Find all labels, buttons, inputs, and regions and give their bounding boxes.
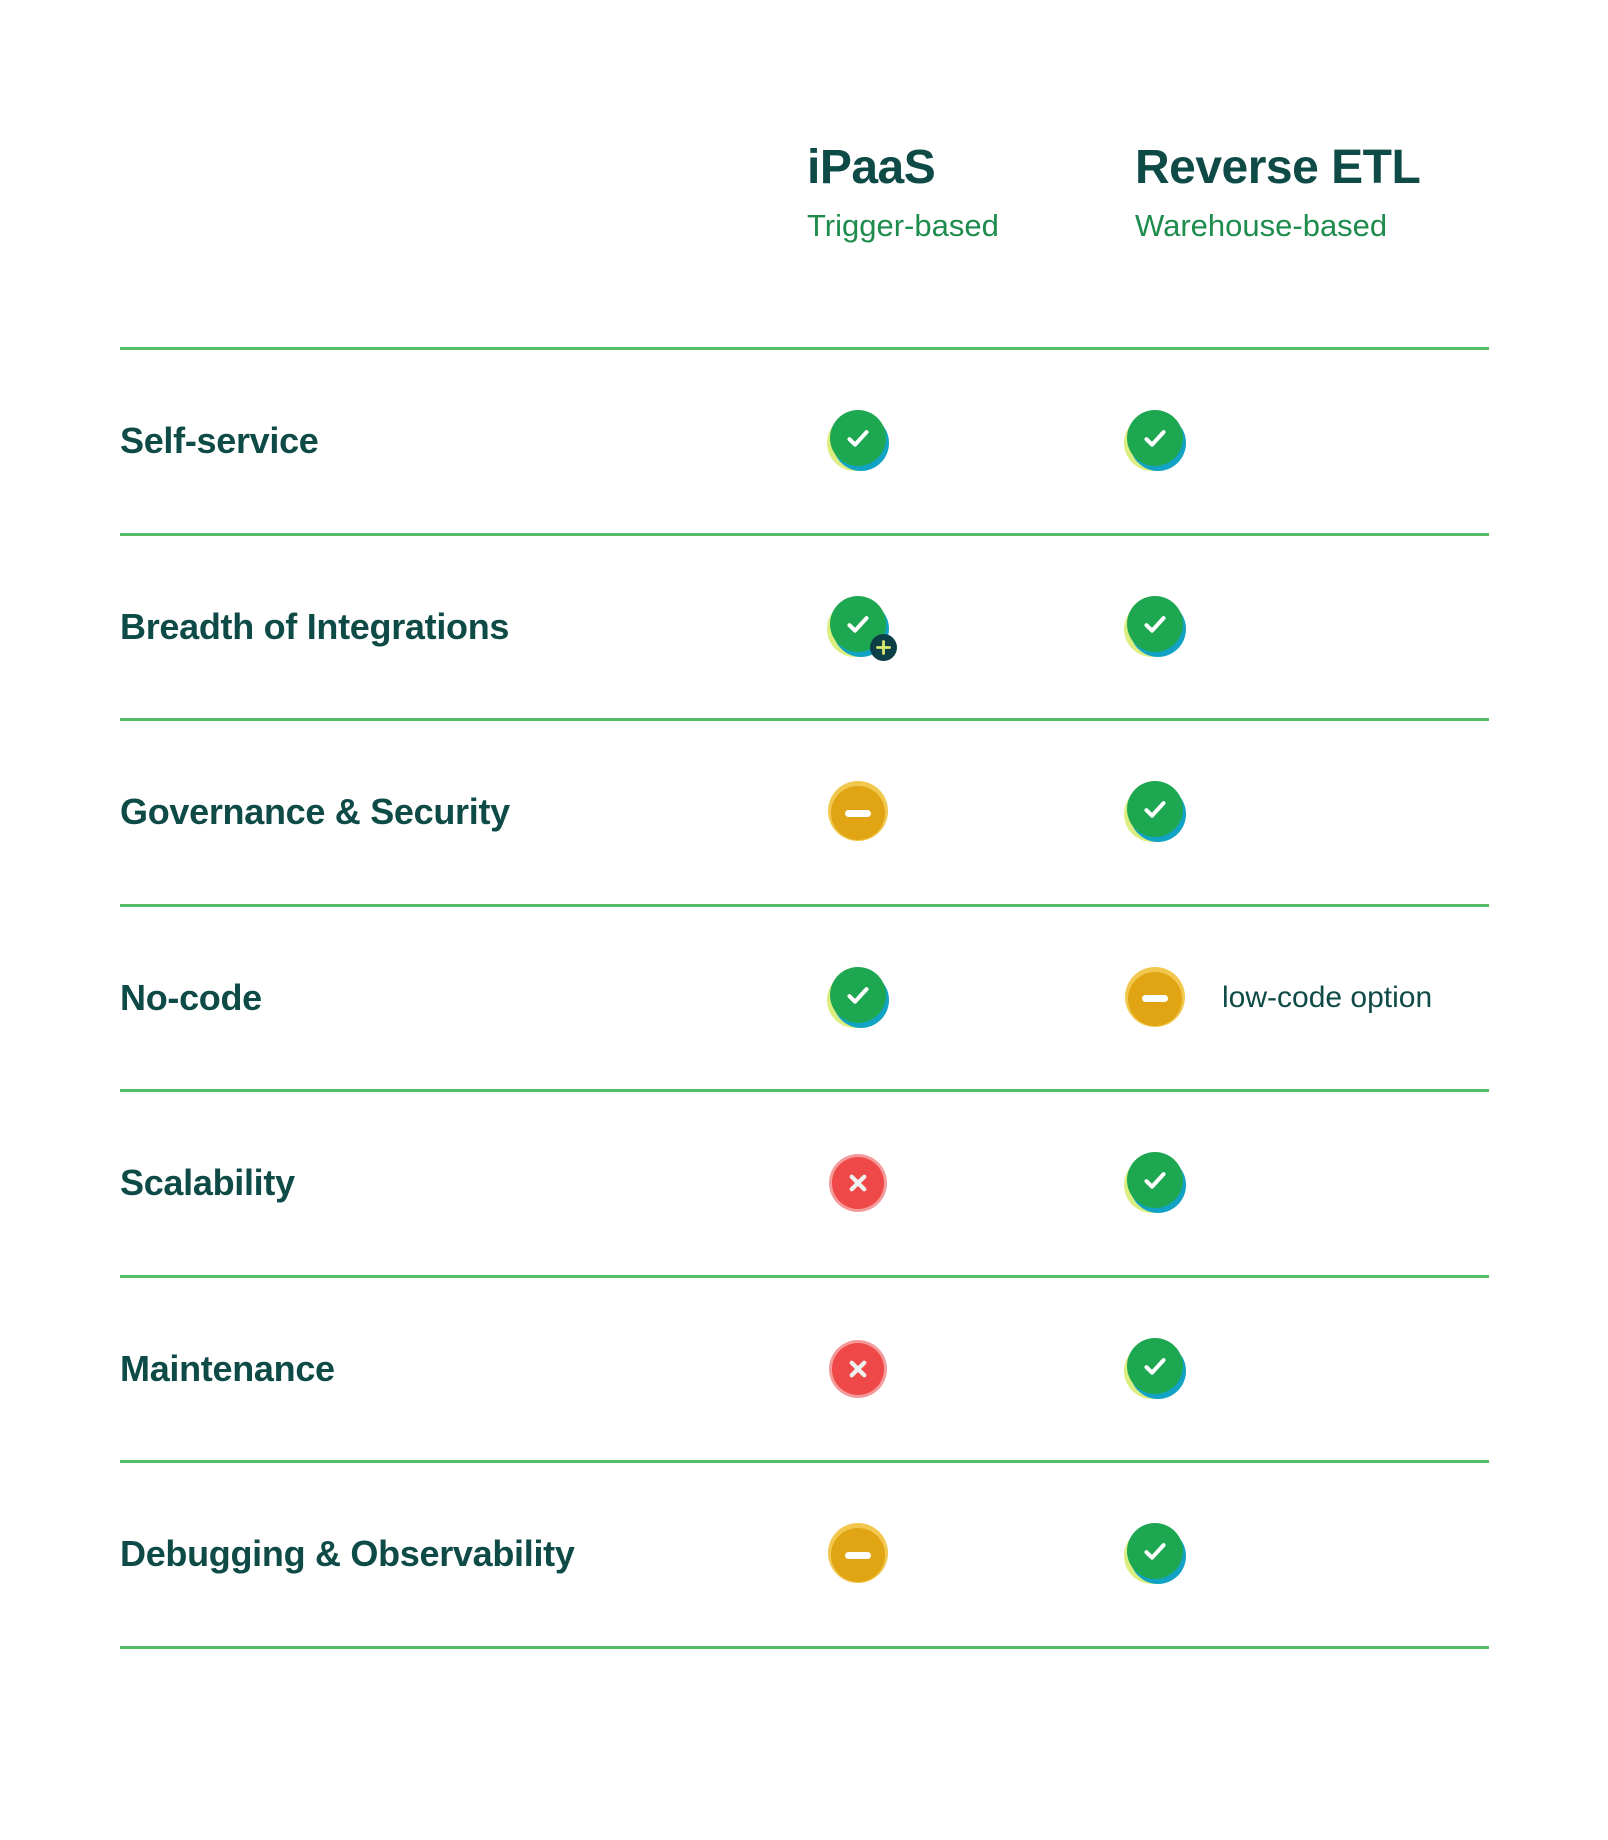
row-label: Debugging & Observability [120, 1533, 575, 1575]
check-icon [1124, 410, 1186, 472]
table-row: Self-service [120, 347, 1489, 533]
cell-ipaas [827, 595, 897, 661]
cell-reverse-etl [1124, 595, 1186, 658]
row-label: Scalability [120, 1162, 295, 1204]
dash-bar [845, 809, 871, 817]
cross-icon [827, 1338, 889, 1400]
plus-badge-icon [870, 633, 897, 661]
column-title: Reverse ETL [1135, 141, 1421, 194]
row-label: Maintenance [120, 1347, 335, 1389]
table-row: Debugging & Observability [120, 1460, 1489, 1646]
column-header-reverse-etl: Reverse ETL Warehouse-based [1135, 141, 1421, 244]
cell-reverse-etl [1124, 1337, 1186, 1400]
check-icon [827, 966, 889, 1029]
table-row: Maintenance [120, 1274, 1489, 1461]
check-icon [1124, 1152, 1186, 1214]
table-row: Governance & Security [120, 718, 1489, 904]
table-row: Breadth of Integrations [120, 532, 1489, 719]
cell-ipaas [827, 1338, 889, 1400]
dash-icon [827, 1523, 889, 1585]
cell-reverse-etl [1124, 781, 1186, 843]
row-label: Self-service [120, 420, 319, 462]
check-icon [827, 410, 889, 472]
cell-ipaas [827, 781, 889, 843]
table-row: Scalability [120, 1089, 1489, 1275]
dash-icon [827, 781, 889, 843]
check-icon [1124, 781, 1186, 843]
row-label: Governance & Security [120, 791, 510, 833]
cell-reverse-etl: low-code option [1124, 966, 1433, 1029]
check-icon [1124, 595, 1186, 658]
dash-bar [1142, 995, 1168, 1003]
cell-reverse-etl [1124, 1152, 1186, 1214]
dash-icon [1124, 966, 1186, 1029]
dash-bar [845, 1551, 871, 1559]
cell-reverse-etl [1124, 1523, 1186, 1585]
check-plus-icon [827, 595, 897, 661]
cell-ipaas [827, 410, 889, 472]
column-subtitle: Warehouse-based [1135, 208, 1388, 244]
cell-note: low-code option [1222, 980, 1433, 1014]
column-header-ipaas: iPaaS Trigger-based [807, 141, 999, 244]
cell-ipaas [827, 966, 889, 1029]
comparison-table: Self-service Breadth of Integrations Gover… [120, 347, 1489, 1649]
table-row: No-code low-code option [120, 903, 1489, 1090]
column-subtitle: Trigger-based [807, 208, 999, 244]
cell-ipaas [827, 1523, 889, 1585]
cell-reverse-etl [1124, 410, 1186, 472]
cross-icon [827, 1152, 889, 1214]
row-label: Breadth of Integrations [120, 605, 510, 647]
column-title: iPaaS [807, 141, 936, 194]
check-icon [1124, 1523, 1186, 1585]
cell-ipaas [827, 1152, 889, 1214]
row-label: No-code [120, 976, 262, 1018]
check-icon [1124, 1337, 1186, 1400]
